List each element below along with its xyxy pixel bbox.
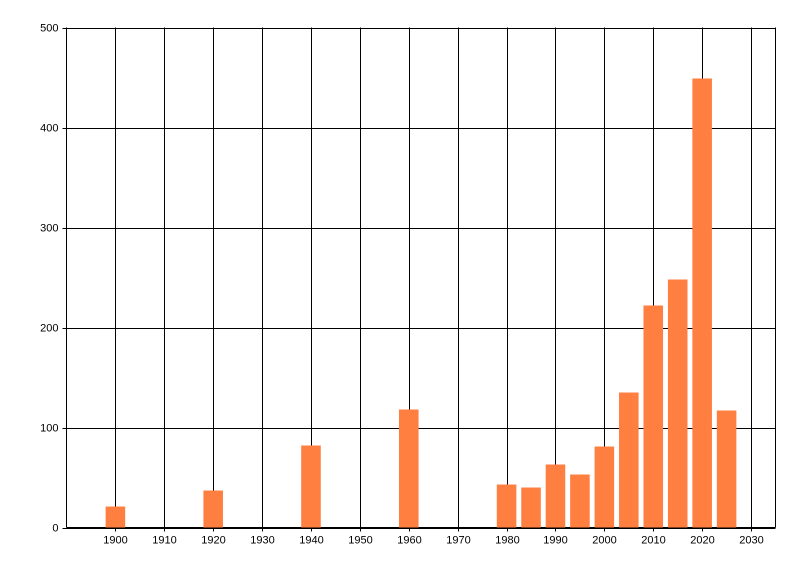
x-tick-label: 1940	[299, 534, 323, 546]
y-tick-label: 300	[40, 222, 58, 234]
bar	[105, 506, 126, 528]
x-tick-label: 2030	[739, 534, 763, 546]
bar	[692, 78, 712, 528]
y-tick-label: 400	[40, 122, 58, 134]
bar	[398, 409, 419, 528]
x-tick-label: 1900	[103, 534, 127, 546]
bar	[667, 279, 688, 528]
bar	[594, 446, 615, 528]
x-tick-label: 1930	[250, 534, 274, 546]
x-tick-label: 2000	[592, 534, 616, 546]
bar	[203, 490, 223, 528]
x-tick-label: 1970	[446, 534, 470, 546]
x-tick-label: 1960	[397, 534, 421, 546]
bar	[619, 392, 639, 528]
x-tick-label: 1980	[495, 534, 519, 546]
x-tick-label: 2010	[641, 534, 665, 546]
y-tick-label: 100	[40, 422, 58, 434]
x-tick-label: 1990	[543, 534, 567, 546]
y-tick-label: 200	[40, 322, 58, 334]
bar	[716, 410, 737, 528]
bar	[496, 484, 517, 528]
x-tick-label: 1920	[201, 534, 225, 546]
x-tick-label: 2020	[690, 534, 714, 546]
bar	[521, 487, 541, 528]
y-tick-label: 500	[40, 22, 58, 34]
bar	[301, 445, 321, 528]
bar	[570, 474, 590, 528]
y-tick-label: 0	[52, 522, 58, 534]
x-tick-label: 1910	[152, 534, 176, 546]
x-tick-label: 1950	[348, 534, 372, 546]
bar	[643, 305, 664, 528]
bar	[545, 464, 566, 528]
